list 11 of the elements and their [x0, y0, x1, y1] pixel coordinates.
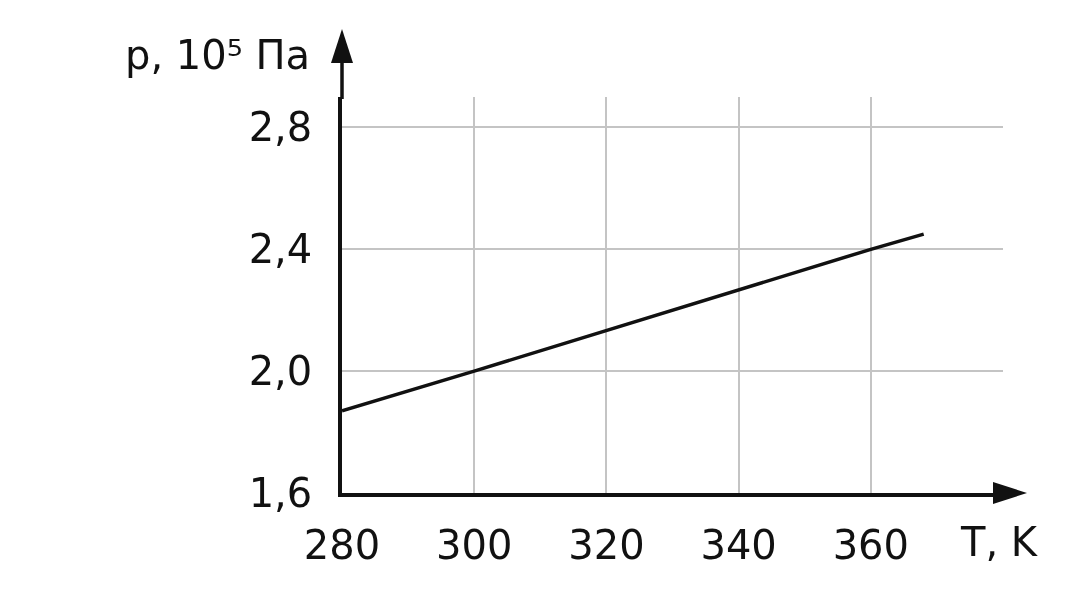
x-tick-label: 340: [700, 521, 777, 568]
x-tick-label: 280: [303, 521, 381, 568]
y-tick-label: 1,6: [248, 470, 313, 516]
y-tick-label: 2,0: [248, 348, 313, 395]
y-axis-title: p, 10⁵ Па: [125, 32, 311, 78]
y-tick-label: 2,8: [248, 104, 313, 151]
x-axis-title: T, K: [960, 519, 1039, 565]
x-tick-label: 360: [832, 521, 909, 568]
y-tick-label: 2,4: [248, 226, 313, 273]
x-tick-label: 320: [568, 521, 645, 568]
x-tick-label: 300: [436, 521, 513, 568]
